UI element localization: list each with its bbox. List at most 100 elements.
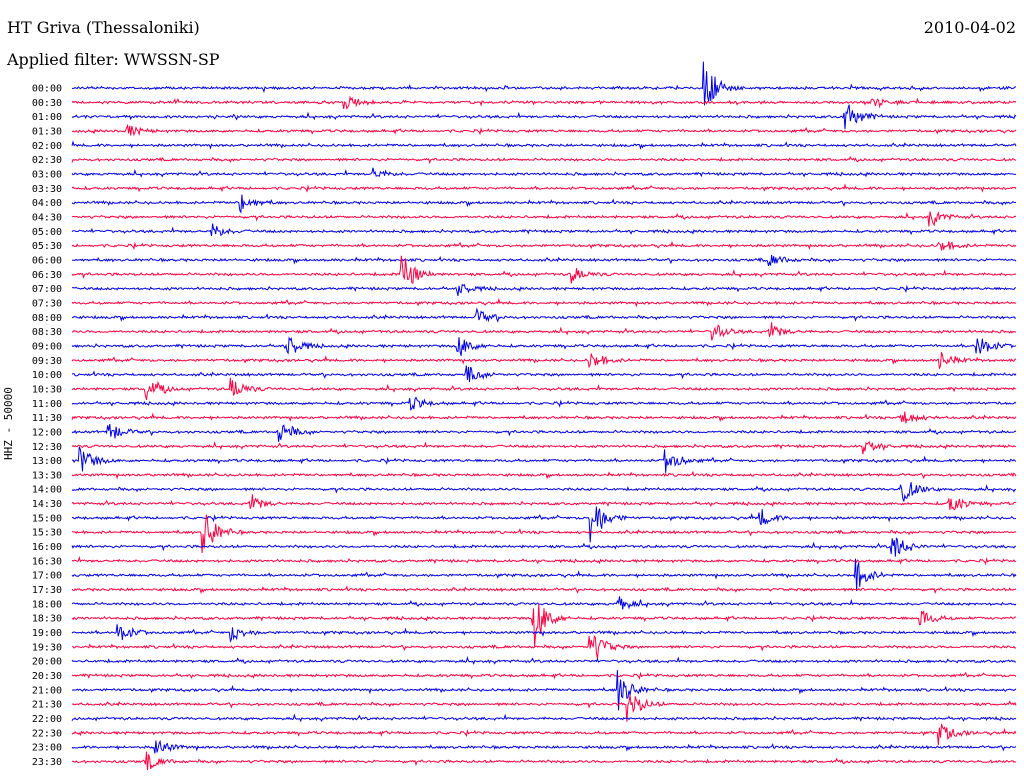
trace-line — [71, 183, 1017, 193]
time-tick-label: 12:30 — [32, 442, 62, 453]
time-tick-label: 22:00 — [32, 714, 62, 725]
time-tick-label: 14:00 — [32, 485, 62, 496]
trace-line — [71, 603, 1016, 647]
trace-line — [72, 506, 1017, 543]
time-tick-label: 18:00 — [32, 599, 62, 610]
time-tick-label: 00:30 — [32, 98, 62, 109]
trace-line — [71, 140, 1017, 150]
time-tick-label: 20:30 — [32, 671, 62, 682]
trace-line — [71, 713, 1017, 723]
time-tick-label: 13:30 — [32, 470, 62, 481]
time-tick-label: 09:00 — [32, 341, 62, 352]
time-tick-label: 21:00 — [32, 685, 62, 696]
trace-line — [71, 211, 1017, 227]
trace-line — [71, 61, 1017, 106]
trace-line — [71, 514, 1017, 554]
trace-line — [71, 558, 1017, 592]
trace-line — [71, 656, 1017, 665]
station-title: HT Griva (Thessaloniki) — [7, 18, 200, 37]
time-tick-label: 15:00 — [32, 513, 62, 524]
trace-line — [71, 95, 1017, 110]
trace-line — [71, 377, 1017, 401]
time-tick-label: 20:00 — [32, 657, 62, 668]
time-tick-label: 18:30 — [32, 614, 62, 625]
trace-line — [71, 446, 1017, 473]
trace-line — [71, 396, 1017, 411]
trace-line — [71, 307, 1017, 323]
time-tick-label: 21:30 — [32, 700, 62, 711]
trace-line — [71, 694, 1017, 722]
trace-line — [71, 240, 1017, 251]
trace-line — [71, 723, 1017, 746]
time-tick-label: 10:00 — [32, 370, 62, 381]
trace-line — [71, 494, 1017, 511]
trace-line — [71, 411, 1017, 424]
trace-line — [71, 223, 1017, 237]
filter-label: Applied filter: WWSSN-SP — [7, 50, 220, 69]
trace-line — [71, 596, 1017, 610]
trace-line — [71, 155, 1017, 165]
time-tick-label: 16:30 — [32, 556, 62, 567]
time-tick-label: 08:00 — [32, 313, 62, 324]
time-tick-label: 02:00 — [32, 141, 62, 152]
trace-line — [71, 123, 1017, 137]
time-tick-label: 15:30 — [32, 528, 62, 539]
trace-line — [71, 283, 1017, 297]
time-tick-label: 23:00 — [32, 743, 62, 754]
time-tick-label: 07:30 — [32, 298, 62, 309]
trace-line — [71, 365, 1017, 383]
time-tick-label: 08:30 — [32, 327, 62, 338]
time-tick-label: 11:00 — [32, 399, 62, 410]
trace-line — [71, 424, 1017, 442]
time-tick-label: 05:30 — [32, 241, 62, 252]
time-tick-label: 03:00 — [32, 169, 62, 180]
time-tick-label: 09:30 — [32, 356, 62, 367]
time-tick-label: 19:30 — [32, 642, 62, 653]
time-tick-label: 13:00 — [32, 456, 62, 467]
trace-line — [71, 635, 1017, 659]
time-tick-label: 10:30 — [32, 384, 62, 395]
trace-line — [71, 751, 1017, 771]
time-tick-label: 17:30 — [32, 585, 62, 596]
trace-line — [71, 297, 1017, 308]
time-tick-label: 06:30 — [32, 270, 62, 281]
trace-line — [71, 537, 1017, 557]
trace-line — [71, 670, 1017, 711]
trace-line — [71, 470, 1017, 480]
trace-line — [71, 104, 1017, 130]
trace-line — [71, 255, 1017, 285]
trace-line — [71, 440, 1017, 455]
trace-line — [71, 322, 1017, 341]
record-date: 2010-04-02 — [923, 18, 1016, 37]
trace-line — [71, 194, 1017, 214]
time-tick-label: 14:30 — [32, 499, 62, 510]
time-tick-label: 23:30 — [32, 757, 62, 768]
trace-line — [71, 585, 1017, 595]
time-tick-label: 17:00 — [32, 571, 62, 582]
time-tick-label: 05:00 — [32, 227, 62, 238]
trace-line — [71, 624, 1017, 643]
time-tick-label: 00:00 — [32, 84, 62, 95]
time-tick-label: 07:00 — [32, 284, 62, 295]
time-tick-label: 04:30 — [32, 212, 62, 223]
time-tick-label: 16:00 — [32, 542, 62, 553]
time-tick-label: 03:30 — [32, 184, 62, 195]
time-tick-label: 22:30 — [32, 728, 62, 739]
trace-line — [71, 351, 1017, 369]
trace-line — [71, 739, 1017, 754]
time-tick-label: 19:00 — [32, 628, 62, 639]
time-tick-label: 04:00 — [32, 198, 62, 209]
trace-line — [71, 482, 1017, 502]
time-tick-label: 01:00 — [32, 112, 62, 123]
time-tick-label: 12:00 — [32, 427, 62, 438]
time-tick-label: 01:30 — [32, 126, 62, 137]
trace-line — [71, 254, 1017, 267]
time-tick-label: 02:30 — [32, 155, 62, 166]
time-tick-label: 06:00 — [32, 255, 62, 266]
time-tick-label: 11:30 — [32, 413, 62, 424]
trace-line — [71, 336, 1017, 356]
trace-line — [71, 555, 1017, 566]
trace-line — [71, 671, 1017, 680]
trace-line — [71, 167, 1016, 178]
